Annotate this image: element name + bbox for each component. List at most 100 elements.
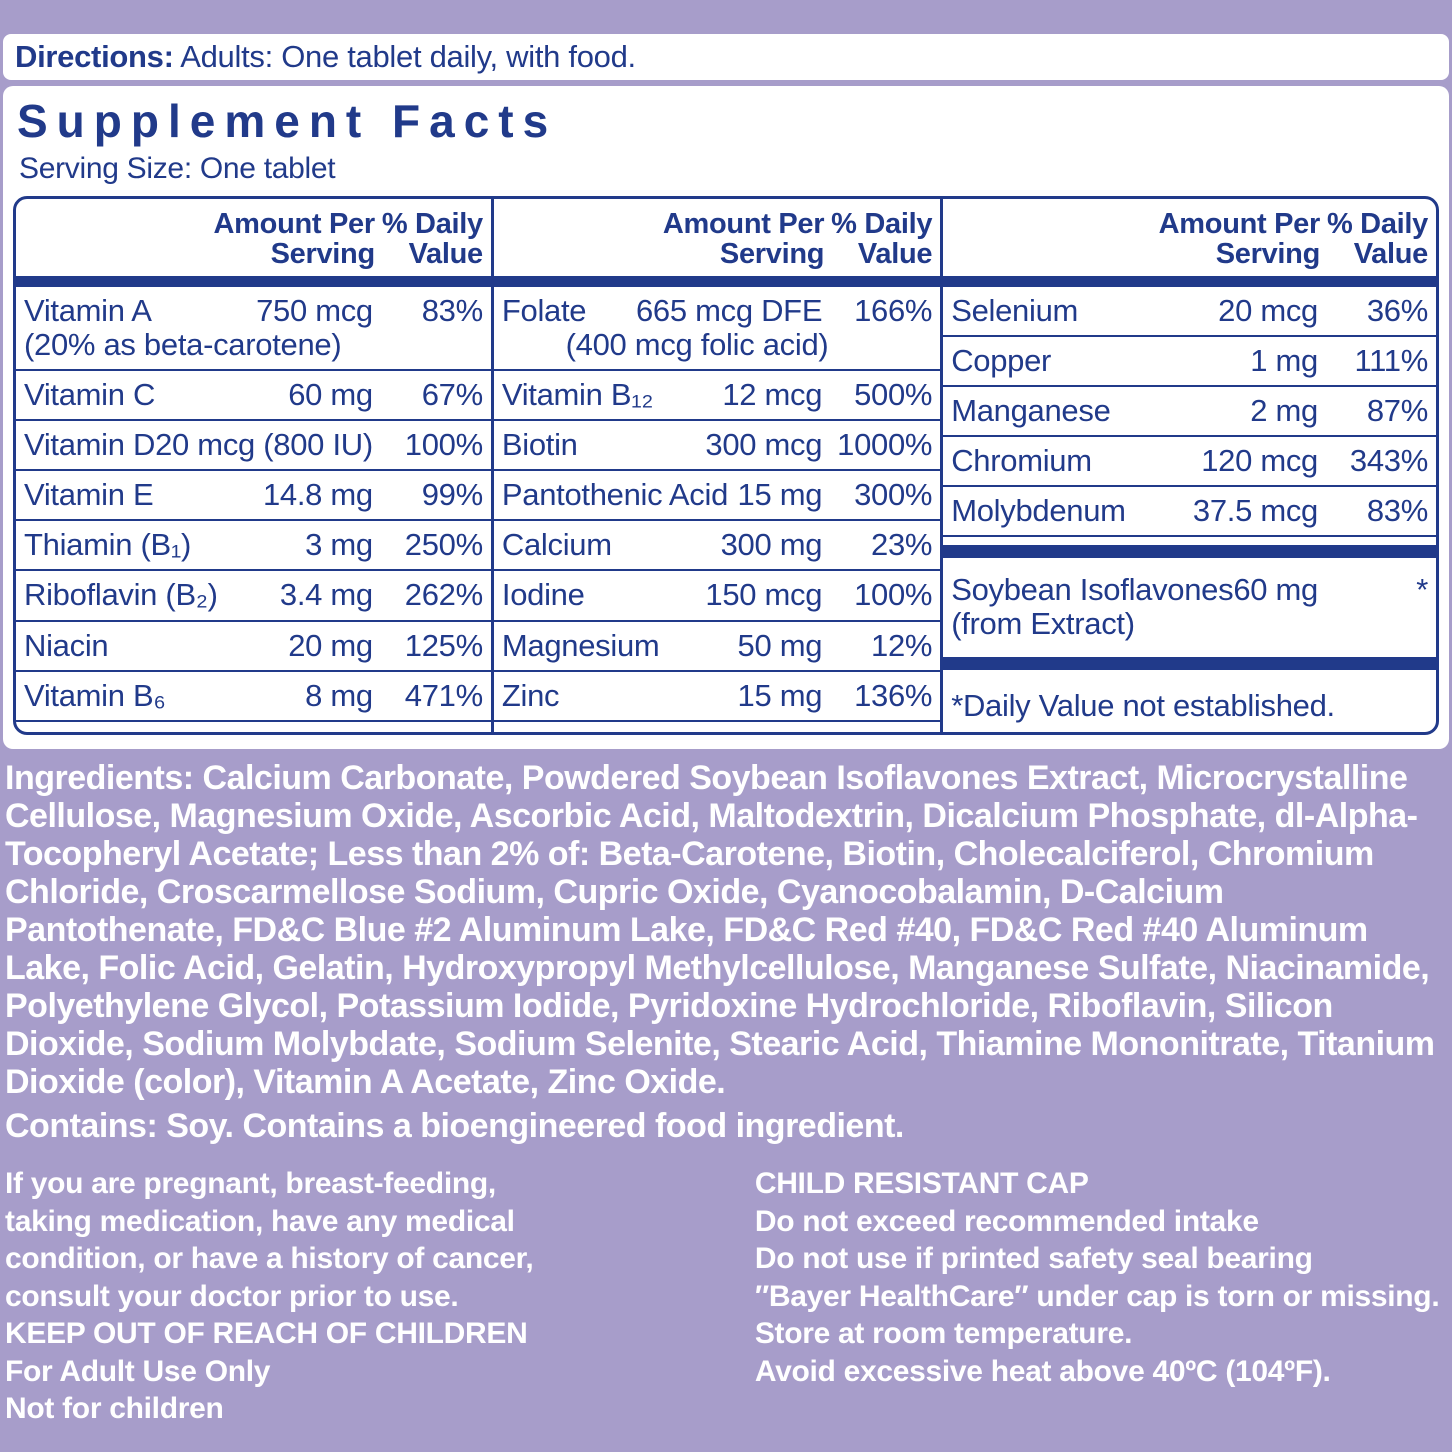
nutrient-amount: 50 mg [737,627,823,663]
nutrient-dv: 36% [1366,292,1428,328]
nutrient-amount: 1 mg [1250,342,1318,378]
directions-label: Directions: [15,39,174,74]
supplement-facts-title: Supplement Facts [17,95,558,147]
nutrient-column-1: Amount Per Serving % Daily Value Vitamin… [16,199,491,732]
header-spacer [24,209,214,270]
column-header: Amount Per Serving % Daily Value [943,199,1436,287]
nutrient-row: Vitamin D 20 mcg (800 IU) 100% [16,421,491,472]
supplement-facts-panel: Supplement Facts Serving Size: One table… [3,86,1449,749]
nutrient-dv: 500% [854,377,933,413]
nutrient-row: Vitamin B₆ 8 mg 471% [16,672,491,722]
nutrient-amount: 300 mg [720,527,823,563]
nutrient-row: Zinc 15 mg 136% [493,672,941,722]
nutrient-row: Calcium 300 mg 23% [493,521,941,572]
nutrient-name: Niacin [24,627,109,663]
amount-per-serving-header: Amount Per Serving [662,208,825,271]
nutrient-column-3: Amount Per Serving % Daily Value Seleniu… [940,199,1436,732]
header-spacer [951,209,1158,270]
daily-value-footnote: *Daily Value not established. [951,687,1335,723]
nutrient-name: Pantothenic Acid [501,477,729,513]
daily-value-header: % Daily Value [1326,208,1428,271]
nutrient-name: Vitamin A [24,292,152,328]
nutrient-row: Thiamin (B₁) 3 mg 250% [16,521,491,572]
nutrient-name-note: (20% as beta-carotene) [24,326,342,362]
nutrient-name: Vitamin D [24,427,156,463]
nutrient-amount: 150 mcg [705,577,823,613]
nutrient-name: Vitamin B₆ [24,677,166,713]
daily-value-header: % Daily Value [831,208,933,271]
nutrient-row: Molybdenum 37.5 mcg 83% [943,487,1436,538]
nutrient-row: Vitamin E 14.8 mg 99% [16,471,491,522]
nutrient-row: Soybean Isoflavones 60 mg * (from Extract) [943,566,1436,648]
column-header: Amount Per Serving % Daily Value [493,199,941,287]
nutrient-name: Calcium [501,527,612,563]
nutrient-amount: 60 mg [288,377,373,413]
nutrient-row: Vitamin C 60 mg 67% [16,371,491,422]
nutrient-name: Vitamin C [24,377,156,413]
nutrient-row: Vitamin A 750 mcg 83% (20% as beta-carotene… [16,287,491,372]
nutrient-amount: 300 mcg [705,427,823,463]
nutrient-dv: 99% [421,477,483,513]
nutrient-dv: 300% [854,477,933,513]
nutrient-row: Pantothenic Acid 15 mg 300% [493,471,941,522]
ingredients-paragraph: Ingredients: Calcium Carbonate, Powdered… [0,749,1452,1102]
daily-value-header: % Daily Value [381,208,483,271]
nutrient-dv: 23% [871,527,933,563]
nutrient-column-2: Amount Per Serving % Daily Value Folate 6… [490,199,941,732]
nutrient-row: Selenium 20 mcg 36% [943,287,1436,337]
nutrient-dv: 166% [854,292,933,328]
nutrient-name: Selenium [951,292,1079,328]
nutrient-dv: 83% [1366,493,1428,529]
nutrient-row: Copper 1 mg 111% [943,337,1436,388]
nutrient-dv: 87% [1366,393,1428,429]
ingredients-label: Ingredients: [5,758,194,797]
nutrient-table: Amount Per Serving % Daily Value Vitamin… [13,196,1439,735]
nutrient-dv: 343% [1349,443,1428,479]
bottom-warnings: If you are pregnant, breast-feeding, tak… [0,1145,1452,1428]
nutrient-row: Magnesium 50 mg 12% [493,622,941,672]
nutrient-amount: 20 mcg (800 IU) [155,427,373,463]
nutrient-name: Copper [951,342,1052,378]
not-for-children-line: Not for children [5,1392,224,1426]
nutrient-row: Chromium 120 mcg 343% [943,437,1436,488]
warnings-left-column: If you are pregnant, breast-feeding, tak… [5,1165,755,1428]
nutrient-name: Riboflavin (B₂) [24,577,218,613]
nutrient-name: Zinc [501,677,560,713]
nutrient-name-note: (from Extract) [951,606,1135,642]
directions-text: Adults: One tablet daily, with food. [173,39,636,74]
nutrient-name: Manganese [951,393,1111,429]
nutrient-amount: 60 mg [1233,572,1318,608]
nutrient-dv: 100% [854,577,933,613]
header-spacer [502,209,663,270]
top-margin [0,0,1452,34]
nutrient-dv: 125% [404,627,483,663]
warning-line: condition, or have a history of cancer, [5,1242,534,1276]
nutrient-amount: 12 mcg [722,377,823,413]
nutrient-dv: 262% [404,577,483,613]
warnings-right-column: CHILD RESISTANT CAP Do not exceed recomm… [755,1165,1447,1428]
contains-text: Soy. Contains a bioengineered food ingre… [157,1107,904,1146]
storage-line: Store at room temperature. [754,1317,1133,1351]
nutrient-amount: 14.8 mg [262,477,373,513]
nutrient-amount: 37.5 mcg [1192,493,1318,529]
nutrient-name: Iodine [501,577,585,613]
nutrient-row: Niacin 20 mg 125% [16,622,491,672]
nutrient-dv: 111% [1354,342,1429,378]
divider-bar [943,656,1436,670]
nutrient-name: Chromium [951,443,1092,479]
nutrient-dv: * [1416,572,1428,608]
nutrient-row: Folate 665 mcg DFE 166% (400 mcg folic acid… [493,287,941,372]
column-header: Amount Per Serving % Daily Value [16,199,491,287]
nutrient-name: Vitamin B₁₂ [501,377,654,413]
warning-line: Do not exceed recommended intake [754,1204,1259,1238]
contains-statement: Contains: Soy. Contains a bioengineered … [0,1101,1452,1145]
nutrient-dv: 83% [421,292,483,328]
nutrient-row: Manganese 2 mg 87% [943,387,1436,438]
nutrient-row: Iodine 150 mcg 100% [493,571,941,622]
warning-line: Do not use if printed safety seal bearin… [754,1242,1313,1276]
nutrient-amount: 750 mcg [256,292,373,328]
keep-out-of-reach-line: KEEP OUT OF REACH OF CHILDREN [5,1317,528,1351]
amount-per-serving-header: Amount Per Serving [1158,208,1321,271]
warning-line: ″Bayer HealthCare″ under cap is torn or … [754,1279,1440,1313]
contains-label: Contains: [5,1107,158,1146]
